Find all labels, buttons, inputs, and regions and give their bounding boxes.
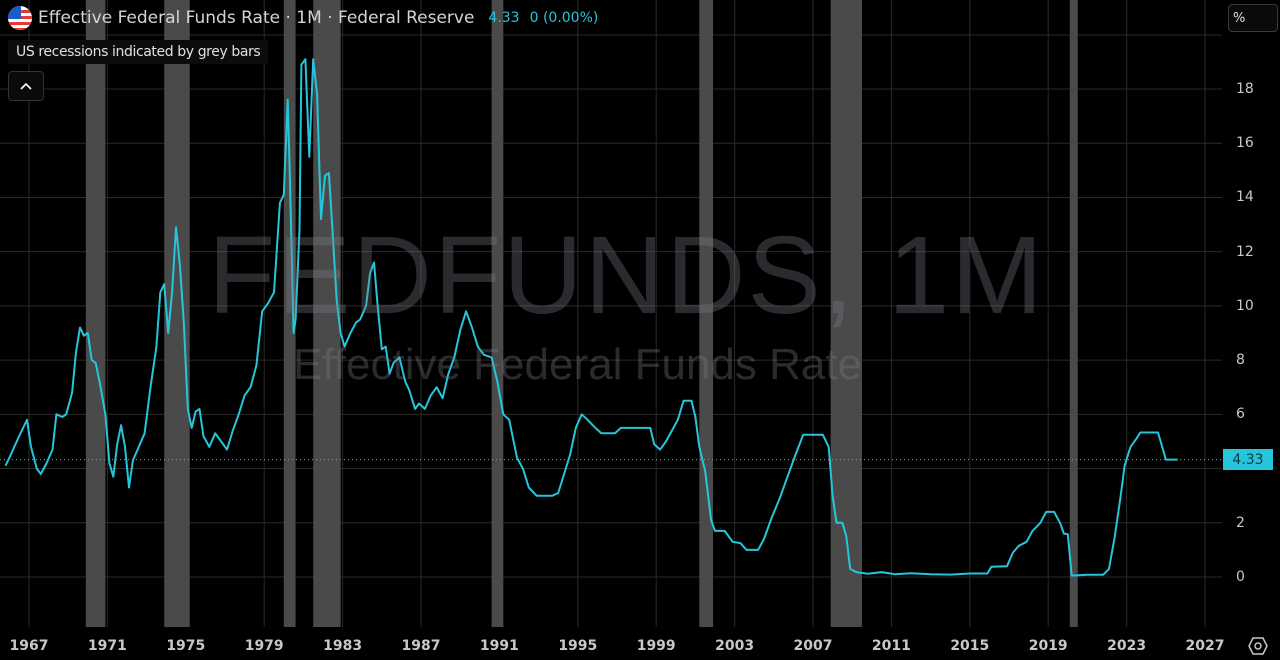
chart-header: Effective Federal Funds Rate · 1M · Fede… [8,4,598,32]
y-tick-label: 10 [1236,297,1254,314]
x-tick-label: 2023 [1107,638,1147,654]
recession-bar [283,0,296,627]
y-tick-label: 6 [1236,406,1245,423]
x-tick-label: 1999 [636,638,676,654]
us-flag-icon [8,6,32,30]
recession-legend-note: US recessions indicated by grey bars [8,40,269,64]
recession-bar [1069,0,1078,627]
x-tick-label: 2015 [950,638,990,654]
settings-icon[interactable] [1248,637,1268,655]
watermark-symbol: FEDFUNDS, 1M [208,214,1045,337]
x-tick-label: 1983 [323,638,363,654]
y-tick-label: 12 [1236,243,1254,260]
watermark-name: Effective Federal Funds Rate [293,340,863,389]
price-scale-unit[interactable]: % [1228,4,1278,32]
x-tick-label: 1991 [479,638,519,654]
x-tick-label: 1995 [558,638,598,654]
y-tick-label: 2 [1236,514,1245,531]
x-tick-label: 1987 [401,638,441,654]
y-tick-label: 0 [1236,569,1245,585]
x-tick-label: 1971 [87,638,127,654]
x-tick-label: 2007 [793,638,833,654]
chevron-up-icon [20,82,32,90]
x-tick-label: 1975 [166,638,206,654]
x-tick-label: 1979 [244,638,284,654]
recession-bar [164,0,190,627]
last-value: 4.33 [488,10,520,26]
x-tick-label: 1967 [9,638,49,654]
symbol-title[interactable]: Effective Federal Funds Rate · 1M · Fede… [38,8,475,28]
y-tick-label: 8 [1236,352,1245,369]
recession-bar [85,0,106,627]
collapse-legend-button[interactable] [8,71,44,101]
y-tick-label: 14 [1236,189,1254,206]
recession-bar [491,0,504,627]
y-tick-label: 18 [1236,81,1254,97]
x-tick-label: 2027 [1185,638,1225,654]
x-tick-label: 2003 [715,638,755,654]
x-tick-label: 2019 [1028,638,1068,654]
y-tick-label: 16 [1236,135,1254,152]
change-value: 0 (0.00%) [529,10,599,26]
recession-bar [699,0,714,627]
x-tick-label: 2011 [871,638,911,654]
last-price-tag: 4.33 [1223,449,1273,470]
fedfunds-line [4,58,1178,577]
